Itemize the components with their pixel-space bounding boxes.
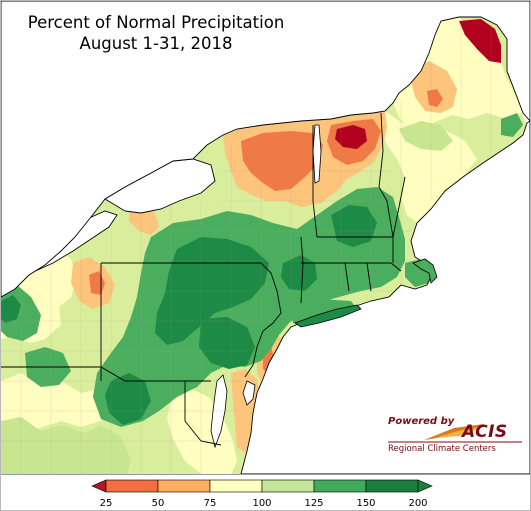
dry-zone bbox=[241, 131, 323, 191]
precipitation-map bbox=[1, 1, 530, 475]
legend-tick-label: 25 bbox=[99, 498, 113, 509]
extremely-wet-zone bbox=[105, 373, 151, 425]
legend-color-box bbox=[365, 479, 419, 493]
legend-colorbar bbox=[91, 479, 433, 493]
legend-tick-label: 100 bbox=[252, 498, 272, 509]
legend-tick-label: 150 bbox=[356, 498, 376, 509]
acis-logo: Powered by ACIS Regional Climate Centers bbox=[384, 414, 524, 460]
wet-zone bbox=[1, 417, 131, 474]
very-dry-zone bbox=[459, 19, 501, 63]
acis-swoosh-icon bbox=[424, 424, 484, 440]
long-island bbox=[294, 304, 362, 328]
atlantic-ocean bbox=[240, 120, 530, 474]
map-title: Percent of Normal Precipitation August 1… bbox=[6, 12, 306, 54]
legend-color-box bbox=[105, 479, 159, 493]
logo-subtitle: Regional Climate Centers bbox=[388, 444, 496, 454]
very-wet-zone bbox=[501, 113, 523, 137]
legend-tick-label: 75 bbox=[203, 498, 217, 509]
canada-land bbox=[1, 1, 530, 298]
county-lines bbox=[1, 21, 492, 474]
legend-color-box bbox=[157, 479, 211, 493]
legend-over-arrow bbox=[417, 479, 433, 493]
wet-zone bbox=[399, 121, 453, 151]
state-borders bbox=[1, 112, 406, 446]
extremely-wet-zone bbox=[281, 255, 317, 291]
delaware-bay bbox=[242, 380, 256, 406]
extremely-wet-zone bbox=[331, 205, 377, 247]
legend-tick-label: 50 bbox=[151, 498, 165, 509]
moderately-dry-zone bbox=[411, 61, 457, 113]
legend-tick-label: 200 bbox=[408, 498, 428, 509]
logo-rule bbox=[388, 441, 522, 443]
very-dry-zone bbox=[335, 125, 367, 149]
legend-color-box bbox=[209, 479, 263, 493]
legend-color-box bbox=[313, 479, 367, 493]
logo-powered-by: Powered by bbox=[388, 416, 455, 427]
color-legend: 25 50 75 100 125 150 200 bbox=[86, 478, 438, 510]
map-title-line-1: Percent of Normal Precipitation bbox=[27, 13, 285, 32]
near-normal-zone bbox=[167, 389, 237, 474]
cape-cod bbox=[412, 258, 438, 284]
extremely-wet-zone bbox=[199, 317, 255, 369]
logo-acis: ACIS bbox=[462, 422, 508, 442]
lake-champlain bbox=[312, 124, 322, 184]
near-normal-zone bbox=[1, 373, 111, 429]
map-title-line-2: August 1-31, 2018 bbox=[79, 34, 233, 53]
extremely-wet-zone bbox=[1, 295, 21, 323]
legend-color-box bbox=[261, 479, 315, 493]
legend-under-arrow bbox=[91, 479, 107, 493]
legend-tick-label: 125 bbox=[304, 498, 324, 509]
